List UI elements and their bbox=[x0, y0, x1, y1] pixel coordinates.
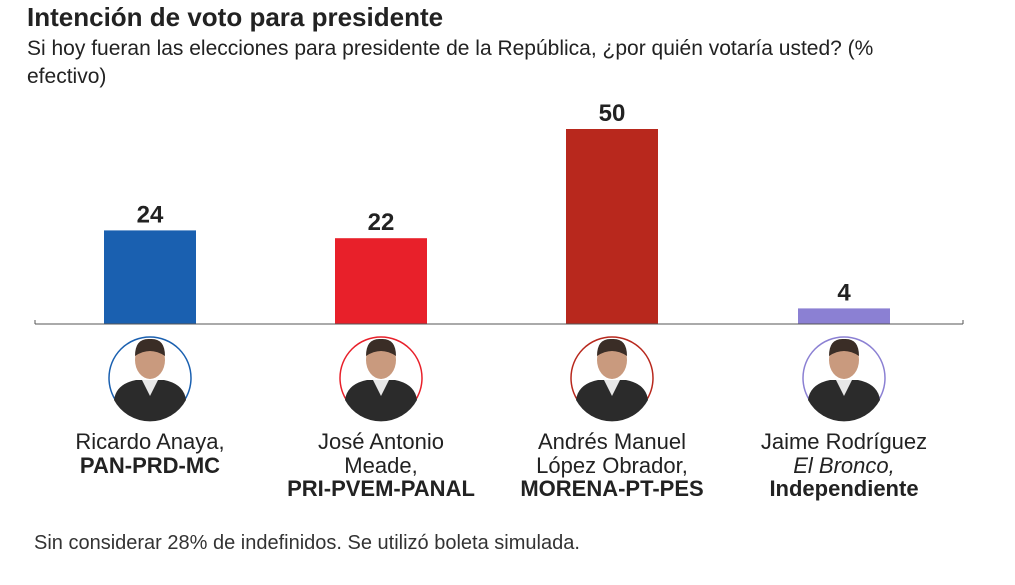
portrait-hair bbox=[597, 338, 627, 356]
candidate-name: Ricardo Anaya, bbox=[75, 429, 225, 454]
bar bbox=[104, 230, 196, 324]
candidate-party: PRI-PVEM-PANAL bbox=[287, 476, 475, 501]
portrait bbox=[108, 336, 192, 422]
portrait-hair bbox=[135, 338, 165, 356]
portrait-hair bbox=[366, 338, 396, 356]
portrait-shirt bbox=[604, 380, 620, 396]
candidate-name: José Antonio Meade, bbox=[318, 429, 444, 478]
category-label: Jaime Rodríguez El Bronco, Independiente bbox=[744, 430, 944, 501]
portrait-shirt bbox=[142, 380, 158, 396]
portrait-body bbox=[576, 380, 648, 422]
portrait-shirt bbox=[373, 380, 389, 396]
category-label: Andrés Manuel López Obrador, MORENA-PT-PE… bbox=[512, 430, 712, 501]
candidate-alias: El Bronco, bbox=[793, 452, 895, 478]
portrait-body bbox=[114, 380, 186, 422]
candidate-name: Andrés Manuel López Obrador, bbox=[536, 429, 688, 478]
candidate-name: Jaime Rodríguez bbox=[760, 429, 928, 454]
bar bbox=[566, 129, 658, 324]
category-label: José Antonio Meade, PRI-PVEM-PANAL bbox=[281, 430, 481, 501]
chart-subtitle: Si hoy fueran las elecciones para presid… bbox=[27, 37, 874, 88]
chart-title: Intención de voto para presidente bbox=[27, 2, 444, 32]
portrait-shirt bbox=[836, 380, 852, 396]
portrait bbox=[570, 336, 654, 422]
portrait bbox=[802, 336, 886, 422]
candidate-party: MORENA-PT-PES bbox=[520, 476, 704, 501]
portrait bbox=[339, 336, 423, 422]
portrait-body bbox=[808, 380, 880, 422]
footnote: Sin considerar 28% de indefinidos. Se ut… bbox=[34, 532, 580, 554]
value-label: 22 bbox=[368, 209, 395, 236]
candidate-party: PAN-PRD-MC bbox=[79, 452, 221, 478]
value-label: 24 bbox=[137, 201, 164, 228]
bar bbox=[335, 238, 427, 324]
portrait-body bbox=[345, 380, 417, 422]
value-label: 50 bbox=[599, 100, 626, 127]
bar bbox=[798, 308, 890, 324]
value-label: 4 bbox=[837, 279, 851, 306]
category-label: Ricardo Anaya, PAN-PRD-MC bbox=[50, 430, 250, 477]
portrait-hair bbox=[829, 338, 859, 356]
candidate-party: Independiente bbox=[769, 476, 919, 501]
